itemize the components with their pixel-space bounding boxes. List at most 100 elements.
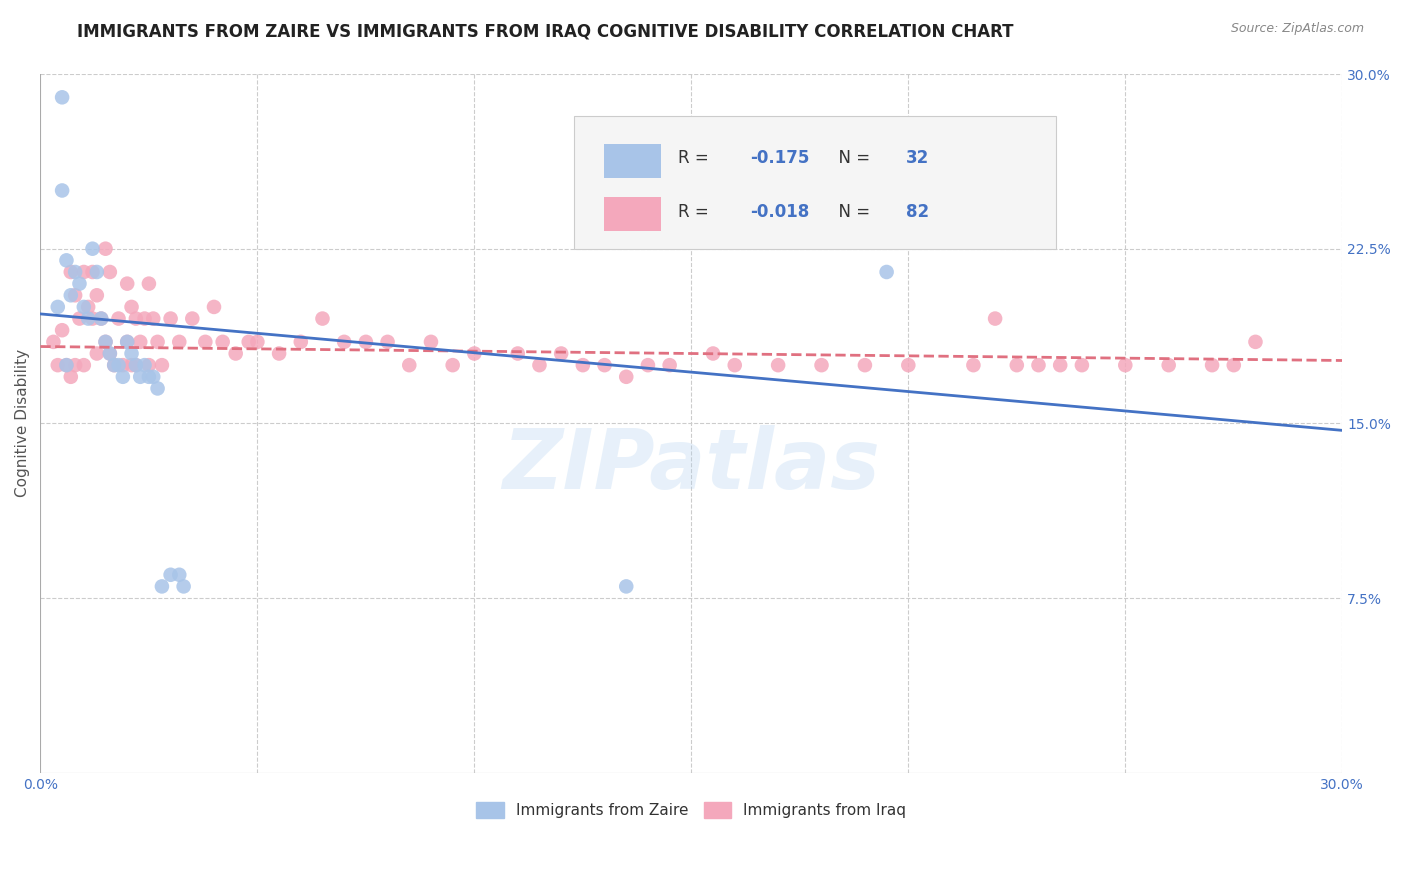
Point	[333, 334, 356, 349]
Point	[63, 265, 86, 279]
Point	[724, 358, 747, 372]
Point	[398, 358, 420, 372]
Point	[73, 265, 96, 279]
Point	[111, 358, 134, 372]
Text: 32: 32	[905, 149, 929, 168]
Point	[962, 358, 984, 372]
Point	[146, 381, 169, 395]
Point	[90, 311, 112, 326]
Point	[614, 579, 637, 593]
FancyBboxPatch shape	[574, 116, 1056, 249]
Point	[984, 311, 1007, 326]
Point	[115, 334, 138, 349]
Point	[125, 311, 148, 326]
Point	[572, 358, 595, 372]
Point	[82, 265, 104, 279]
Point	[1201, 358, 1223, 372]
Point	[125, 358, 148, 372]
Point	[142, 369, 165, 384]
Point	[550, 346, 572, 360]
Point	[159, 567, 181, 582]
Point	[1114, 358, 1136, 372]
Point	[125, 358, 148, 372]
Point	[42, 334, 65, 349]
Point	[121, 358, 143, 372]
Point	[98, 346, 121, 360]
Point	[94, 334, 117, 349]
Point	[1157, 358, 1180, 372]
Point	[463, 346, 485, 360]
Point	[377, 334, 399, 349]
Point	[69, 311, 91, 326]
Point	[150, 579, 173, 593]
Text: 82: 82	[905, 202, 929, 220]
Point	[290, 334, 312, 349]
Text: Source: ZipAtlas.com: Source: ZipAtlas.com	[1230, 22, 1364, 36]
Point	[941, 230, 963, 244]
Point	[1244, 334, 1267, 349]
Point	[98, 346, 121, 360]
Point	[103, 358, 125, 372]
Point	[107, 311, 129, 326]
Point	[98, 265, 121, 279]
Point	[1028, 358, 1050, 372]
Point	[1049, 358, 1071, 372]
Point	[194, 334, 217, 349]
Point	[59, 288, 82, 302]
Point	[1223, 358, 1246, 372]
Point	[897, 358, 920, 372]
Point	[107, 358, 129, 372]
Text: ZIPatlas: ZIPatlas	[502, 425, 880, 506]
Point	[82, 311, 104, 326]
Point	[246, 334, 269, 349]
Point	[441, 358, 464, 372]
Point	[59, 369, 82, 384]
Text: IMMIGRANTS FROM ZAIRE VS IMMIGRANTS FROM IRAQ COGNITIVE DISABILITY CORRELATION C: IMMIGRANTS FROM ZAIRE VS IMMIGRANTS FROM…	[77, 22, 1014, 40]
Legend: Immigrants from Zaire, Immigrants from Iraq: Immigrants from Zaire, Immigrants from I…	[470, 797, 912, 824]
Point	[55, 358, 77, 372]
Point	[121, 346, 143, 360]
Point	[55, 358, 77, 372]
Point	[1005, 358, 1028, 372]
Point	[169, 567, 191, 582]
Point	[94, 242, 117, 256]
Point	[46, 300, 69, 314]
Point	[115, 277, 138, 291]
Point	[211, 334, 233, 349]
Point	[51, 90, 73, 104]
Point	[69, 277, 91, 291]
Point	[86, 265, 108, 279]
Point	[876, 265, 898, 279]
Text: N =: N =	[828, 202, 876, 220]
Point	[1070, 358, 1092, 372]
Point	[86, 346, 108, 360]
Point	[420, 334, 443, 349]
FancyBboxPatch shape	[605, 144, 661, 178]
Point	[506, 346, 529, 360]
Point	[138, 369, 160, 384]
Point	[138, 277, 160, 291]
Point	[103, 358, 125, 372]
Point	[267, 346, 290, 360]
Point	[77, 311, 100, 326]
Point	[73, 358, 96, 372]
Point	[354, 334, 377, 349]
Text: -0.175: -0.175	[749, 149, 810, 168]
Point	[111, 369, 134, 384]
Text: R =: R =	[678, 202, 714, 220]
Point	[63, 358, 86, 372]
Point	[238, 334, 260, 349]
Point	[77, 300, 100, 314]
Point	[115, 334, 138, 349]
Point	[810, 358, 832, 372]
Point	[129, 334, 152, 349]
Point	[766, 358, 789, 372]
Point	[146, 334, 169, 349]
Point	[73, 300, 96, 314]
Point	[150, 358, 173, 372]
Point	[593, 358, 616, 372]
Point	[51, 184, 73, 198]
Text: -0.018: -0.018	[749, 202, 810, 220]
Point	[614, 369, 637, 384]
Text: N =: N =	[828, 149, 876, 168]
